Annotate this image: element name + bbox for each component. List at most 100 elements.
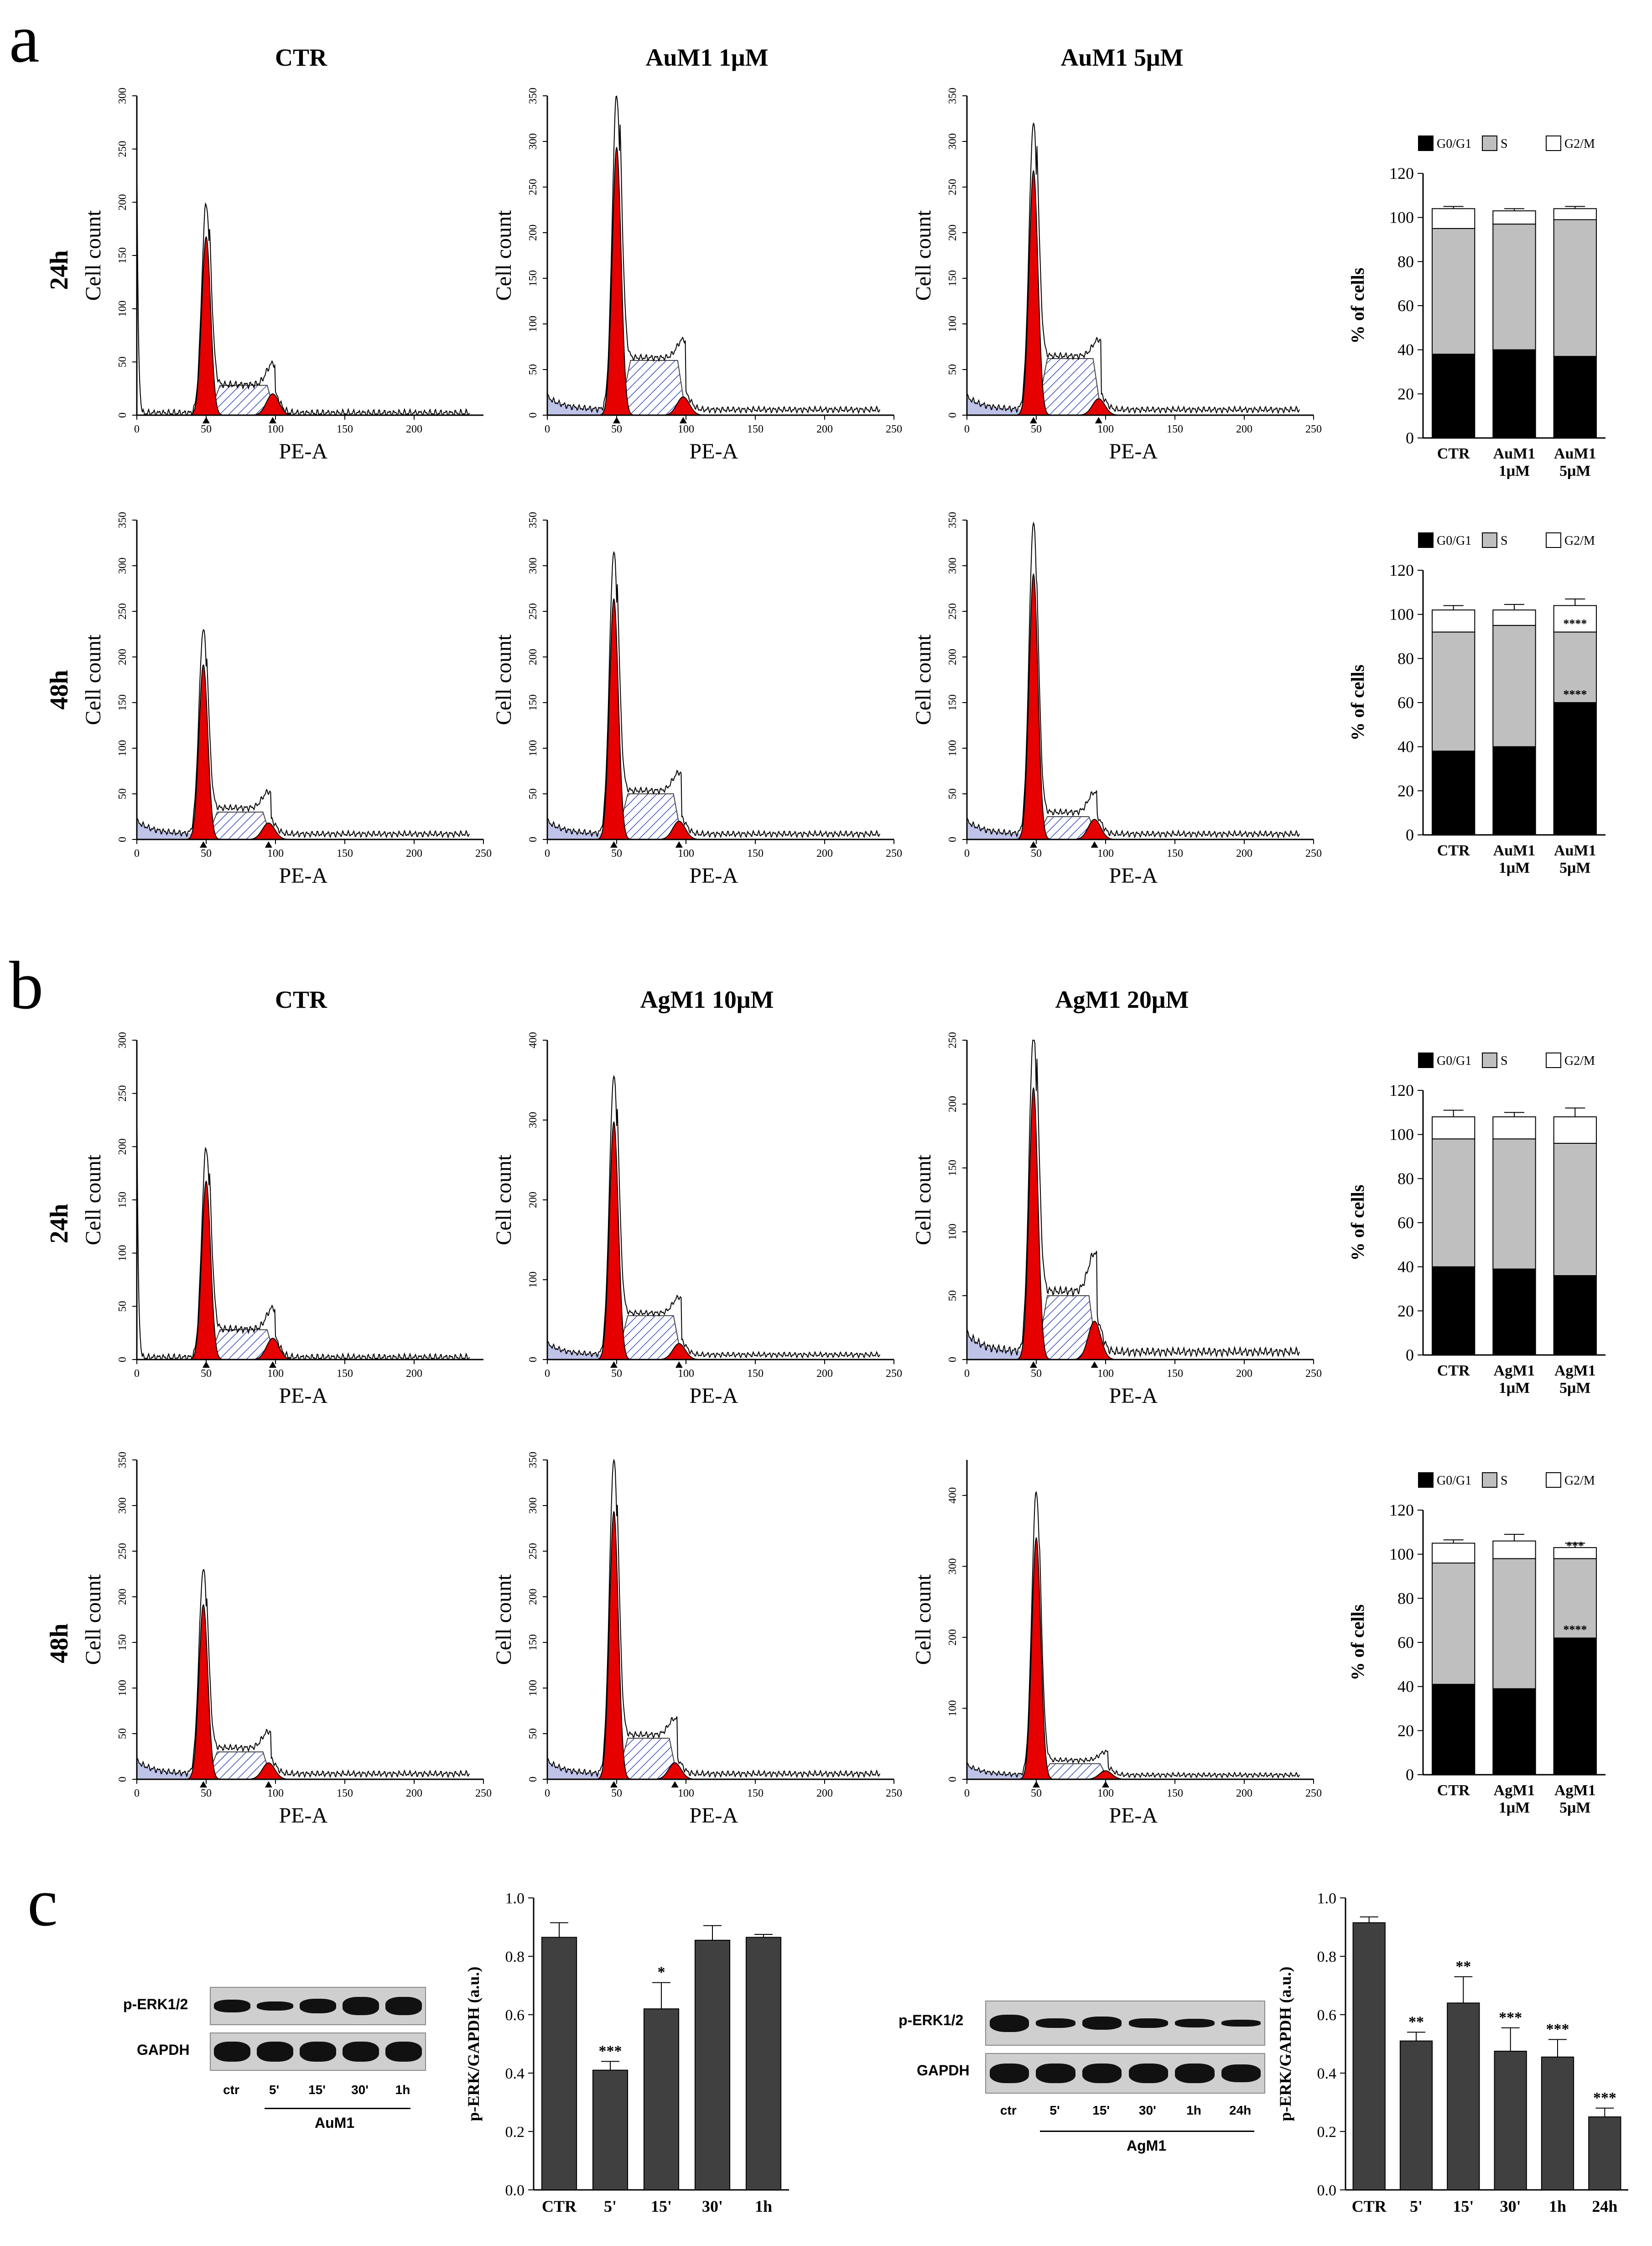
gapdh-band (1128, 2064, 1169, 2083)
bar (592, 2069, 629, 2190)
y-tick-label: 40 (1397, 341, 1414, 359)
y-tick-label: 300 (527, 1112, 539, 1128)
y-tick-label: 0.8 (1317, 1949, 1337, 1965)
bar-s (1492, 1138, 1536, 1270)
x-tick-label: 1h (1549, 2197, 1566, 2215)
g2m-peak (663, 396, 703, 416)
x-tick-label: 150 (1167, 1787, 1183, 1799)
g0g1-peak (186, 664, 221, 840)
y-tick-label: 100 (117, 1680, 129, 1696)
bar-g0g1 (1492, 746, 1536, 835)
x-tick-label: 150 (337, 1787, 353, 1799)
bar-g0g1 (1492, 1688, 1536, 1775)
g0g1-peak (1016, 170, 1051, 416)
x-tick-label: AuM1 (1554, 445, 1596, 462)
wb-au-group-label: AuM1 (315, 2115, 355, 2131)
x-tick-label: AuM1 (1554, 842, 1596, 859)
raw-histogram-line (136, 629, 470, 839)
gapdh-band (989, 2064, 1029, 2083)
bar-g0g1 (1492, 1268, 1536, 1355)
g2m-peak (249, 822, 289, 840)
x-tick-label: 15' (1453, 2197, 1474, 2215)
y-tick-label: 20 (1397, 385, 1414, 403)
legend-label: G0/G1 (1437, 1054, 1471, 1068)
histogram-b-48h-ctr: 0 50 100 150 200 250 300 350 0 50 100 150 200 250 PE-A… (81, 1452, 492, 1828)
x-tick-label: AgM1 (1554, 1782, 1596, 1799)
peak-marker (1102, 1781, 1109, 1787)
y-tick-label: 100 (1389, 1545, 1414, 1563)
x-tick-label: 200 (406, 848, 422, 860)
raw-histogram-line (966, 1040, 1300, 1358)
legend-label: S (1501, 534, 1508, 548)
legend-swatch (1546, 1053, 1561, 1068)
y-tick-label: 20 (1397, 1721, 1414, 1740)
y-tick-label: 50 (117, 1728, 129, 1739)
histogram-b-48h-agm1-20: 0 100 200 300 400 0 50 100 150 200 250 PE-A Cell cou… (911, 1460, 1322, 1828)
y-tick-label: 0 (117, 412, 129, 418)
x-tick-label: 250 (886, 1368, 902, 1380)
y-tick-label: 250 (117, 603, 129, 620)
y-tick-label: 150 (947, 1160, 959, 1176)
peak-marker (1033, 1781, 1040, 1787)
y-tick-label: 150 (117, 1634, 129, 1651)
y-tick-label: 200 (947, 1096, 959, 1112)
y-tick-label: 50 (527, 1728, 539, 1739)
y-tick-label: 150 (947, 694, 959, 711)
x-tick-label: 5μM (1559, 1799, 1590, 1816)
y-tick-label: 300 (527, 558, 539, 574)
s-phase-area (1035, 816, 1098, 840)
bar-g2m (1553, 1116, 1597, 1144)
bar-g2m (1492, 1540, 1536, 1559)
perk-band (1221, 2020, 1261, 2027)
panel-label-a: a (9, 1, 40, 77)
x-tick-label: 100 (678, 1787, 694, 1799)
bar-s (1492, 1558, 1536, 1689)
perk-band (300, 1999, 336, 2013)
x-tick-label: 100 (1097, 1787, 1114, 1799)
x-tick-label: AuM1 (1493, 445, 1536, 462)
x-tick-label: 150 (337, 1368, 353, 1380)
x-tick-label: 100 (1097, 423, 1114, 435)
s-phase-area (208, 385, 276, 416)
wb-ag-group-label: AgM1 (1127, 2137, 1167, 2154)
significance-label: *** (1566, 1539, 1584, 1553)
stacked-bar-b-48h: G0/G1 S G2/M 0 20 40 60 80 100 120 % of cells CTR Ag… (1347, 1472, 1605, 1816)
bar-s (1492, 224, 1536, 350)
y-tick-label: 50 (117, 1301, 129, 1312)
x-tick-label: 250 (475, 1787, 492, 1799)
y-tick-label: 100 (527, 740, 539, 756)
y-tick-label: 60 (1397, 297, 1414, 315)
peak-marker (1029, 1361, 1037, 1368)
significance-label: *** (599, 2043, 622, 2059)
lane-label: ctr (1000, 2103, 1017, 2117)
y-tick-label: 1.0 (505, 1890, 525, 1907)
y-tick-label: 150 (117, 1192, 129, 1208)
y-tick-label: 300 (947, 558, 959, 574)
x-tick-label: 0 (545, 1368, 550, 1380)
x-tick-label: 100 (1097, 848, 1114, 860)
x-tick-label: 150 (337, 423, 353, 435)
y-tick-label: 60 (1397, 693, 1414, 712)
legend-label: G2/M (1564, 534, 1595, 548)
g2m-peak (659, 1343, 699, 1360)
x-axis-label: PE-A (1109, 439, 1158, 464)
gapdh-band (343, 2042, 379, 2062)
y-tick-label: 100 (117, 740, 129, 756)
y-tick-label: 250 (117, 141, 129, 157)
y-tick-label: 120 (1389, 164, 1414, 182)
bar-g0g1 (1553, 356, 1597, 438)
y-axis-label: Cell count (492, 1574, 516, 1665)
wb-ag-group-line (1040, 2131, 1254, 2132)
y-tick-label: 250 (117, 1543, 129, 1559)
x-tick-label: 150 (747, 1787, 764, 1799)
x-tick-label: 100 (267, 1368, 284, 1380)
y-tick-label: 300 (117, 558, 129, 574)
y-tick-label: 100 (947, 1700, 959, 1716)
x-tick-label: 0 (964, 423, 970, 435)
g0g1-peak (597, 598, 631, 840)
x-tick-label: 1μM (1499, 860, 1530, 876)
y-tick-label: 0 (1406, 826, 1414, 844)
stacked-bar-b-24h: G0/G1 S G2/M 0 20 40 60 80 100 120 % of cells CTR Ag… (1347, 1053, 1605, 1397)
g2m-peak (1075, 1320, 1115, 1360)
histogram-b-48h-agm1-10: 0 50 100 150 200 250 300 350 0 50 100 150 200 250 PE-A… (492, 1452, 902, 1828)
